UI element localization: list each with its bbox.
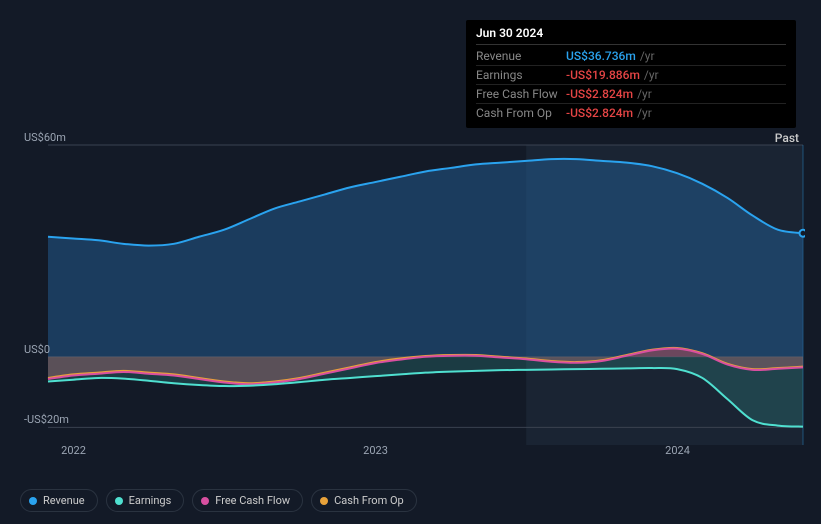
legend-dot-icon (29, 497, 37, 505)
tooltip-row-value: -US$2.824m (566, 87, 633, 101)
x-axis-label: 2022 (61, 444, 86, 457)
tooltip-row-unit: /yr (637, 87, 652, 101)
y-axis-label: US$60m (24, 131, 66, 144)
legend-dot-icon (115, 497, 123, 505)
x-axis-label: 2024 (665, 444, 690, 457)
tooltip-row-value: -US$19.886m (566, 68, 640, 82)
tooltip-row-label: Free Cash Flow (476, 87, 566, 101)
chart-area[interactable]: Past US$60m US$0 -US$20m 2022 2023 2024 (16, 125, 805, 475)
tooltip: Jun 30 2024 RevenueUS$36.736m/yrEarnings… (466, 20, 796, 128)
legend: Revenue Earnings Free Cash Flow Cash From O… (20, 489, 417, 512)
legend-item[interactable]: Free Cash Flow (192, 489, 303, 512)
y-axis-label: US$0 (24, 343, 50, 356)
legend-label: Earnings (129, 494, 172, 507)
tooltip-row: RevenueUS$36.736m/yr (476, 47, 786, 66)
legend-label: Revenue (43, 494, 85, 507)
tooltip-row: Earnings-US$19.886m/yr (476, 66, 786, 85)
tooltip-row-label: Revenue (476, 49, 566, 63)
tooltip-row: Free Cash Flow-US$2.824m/yr (476, 85, 786, 104)
legend-item[interactable]: Revenue (20, 489, 98, 512)
chart-svg (16, 125, 805, 475)
legend-dot-icon (201, 497, 209, 505)
x-axis-label: 2023 (363, 444, 388, 457)
y-axis-label: -US$20m (24, 413, 69, 426)
tooltip-rows: RevenueUS$36.736m/yrEarnings-US$19.886m/… (476, 47, 786, 122)
tooltip-row-label: Cash From Op (476, 106, 566, 120)
legend-item[interactable]: Cash From Op (311, 489, 417, 512)
tooltip-row-label: Earnings (476, 68, 566, 82)
legend-label: Free Cash Flow (215, 494, 290, 507)
tooltip-row: Cash From Op-US$2.824m/yr (476, 104, 786, 122)
legend-dot-icon (320, 497, 328, 505)
legend-label: Cash From Op (334, 494, 404, 507)
tooltip-row-unit: /yr (637, 106, 652, 120)
tooltip-date: Jun 30 2024 (476, 26, 786, 45)
tooltip-row-value: -US$2.824m (566, 106, 633, 120)
tooltip-row-unit: /yr (644, 68, 659, 82)
tooltip-row-value: US$36.736m (566, 49, 636, 63)
legend-item[interactable]: Earnings (106, 489, 185, 512)
past-label: Past (775, 131, 799, 145)
tooltip-row-unit: /yr (640, 49, 655, 63)
